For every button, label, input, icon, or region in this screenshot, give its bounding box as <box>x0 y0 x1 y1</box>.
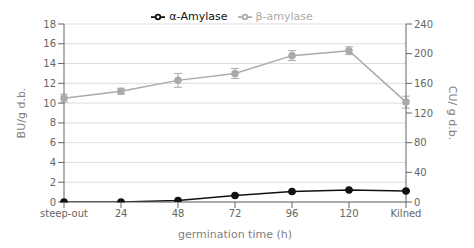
svg-text:12: 12 <box>43 78 56 89</box>
svg-text:40: 40 <box>414 167 427 178</box>
svg-text:steep-out: steep-out <box>40 208 88 219</box>
svg-text:4: 4 <box>50 157 56 168</box>
svg-text:160: 160 <box>414 78 433 89</box>
html-text:β-amylase: β-amylase <box>255 10 313 23</box>
svg-text:0: 0 <box>414 197 420 208</box>
svg-text:CU/ g d.b.: CU/ g d.b. <box>446 86 459 140</box>
svg-text:BU/g d.b.: BU/g d.b. <box>15 88 28 139</box>
svg-text:10: 10 <box>43 98 56 109</box>
svg-text:6: 6 <box>50 137 56 148</box>
html-text:α-Amylase: α-Amylase <box>169 10 228 23</box>
svg-text:Kilned: Kilned <box>391 208 422 219</box>
svg-text:24: 24 <box>115 208 128 219</box>
svg-text:200: 200 <box>414 48 433 59</box>
svg-text:80: 80 <box>414 137 427 148</box>
svg-text:48: 48 <box>172 208 185 219</box>
svg-text:16: 16 <box>43 38 56 49</box>
svg-text:120: 120 <box>339 208 358 219</box>
svg-text:18: 18 <box>43 19 56 30</box>
svg-text:96: 96 <box>286 208 299 219</box>
svg-text:72: 72 <box>229 208 242 219</box>
svg-text:8: 8 <box>50 117 56 128</box>
svg-text:0: 0 <box>50 197 56 208</box>
svg-text:2: 2 <box>50 177 56 188</box>
svg-text:120: 120 <box>414 108 433 119</box>
svg-text:14: 14 <box>43 58 56 69</box>
svg-text:240: 240 <box>414 19 433 30</box>
svg-text:germination time (h): germination time (h) <box>178 228 292 240</box>
